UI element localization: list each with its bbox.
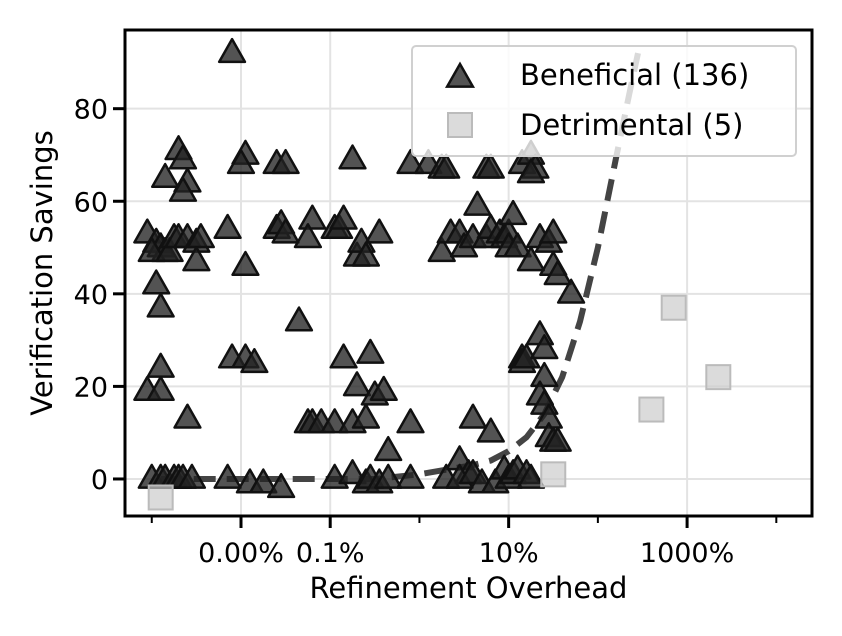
beneficial-point — [356, 338, 385, 364]
beneficial-point — [329, 343, 358, 369]
x-tick-label: 10% — [479, 538, 539, 569]
beneficial-point — [267, 472, 296, 499]
beneficial-point — [137, 236, 166, 263]
y-tick-label: 20 — [74, 372, 108, 403]
beneficial-point — [396, 463, 425, 489]
beneficial-point — [213, 213, 242, 239]
legend-label-beneficial: Beneficial (136) — [520, 58, 749, 92]
x-tick-label: 1000% — [640, 538, 734, 569]
beneficial-point — [543, 260, 572, 286]
y-tick-label: 0 — [91, 465, 108, 496]
beneficial-point — [530, 334, 559, 360]
beneficial-point — [213, 463, 242, 489]
detrimental-point — [660, 294, 687, 321]
detrimental-point — [540, 461, 567, 488]
beneficial-point — [369, 375, 398, 401]
beneficial-point — [186, 223, 215, 249]
legend: Beneficial (136) Detrimental (5) — [411, 45, 797, 157]
beneficial-point — [374, 435, 403, 462]
beneficial-point — [463, 190, 492, 216]
y-tick-label: 40 — [74, 280, 108, 311]
beneficial-point — [432, 153, 461, 179]
beneficial-point — [516, 246, 546, 272]
beneficial-point — [168, 176, 198, 202]
beneficial-point — [351, 403, 381, 429]
beneficial-point — [249, 468, 278, 494]
x-tick-label: 0.00% — [198, 538, 284, 569]
beneficial-point — [476, 153, 505, 179]
y-tick-label: 80 — [74, 95, 108, 126]
beneficial-point — [516, 463, 546, 489]
beneficial-point — [516, 158, 546, 184]
beneficial-point — [396, 148, 425, 175]
x-axis-label: Refinement Overhead — [310, 571, 628, 605]
beneficial-point — [543, 426, 572, 452]
beneficial-point — [284, 306, 314, 332]
legend-square-icon — [447, 112, 473, 138]
beneficial-point — [539, 218, 568, 244]
x-tick-label: 0.1% — [296, 538, 365, 569]
beneficial-point — [217, 37, 247, 64]
beneficial-point — [293, 223, 323, 249]
beneficial-point — [351, 241, 381, 267]
axis-ticks: 0.00% 0.1% 10% 1000% 0 20 40 60 80 — [74, 95, 778, 569]
beneficial-point — [556, 278, 586, 304]
beneficial-point — [427, 236, 456, 263]
beneficial-point — [271, 148, 300, 175]
beneficial-point — [271, 218, 300, 244]
beneficial-point — [168, 144, 198, 170]
beneficial-point — [458, 403, 488, 429]
beneficial-point — [151, 162, 180, 189]
beneficial-point — [503, 232, 532, 258]
beneficial-point — [329, 204, 358, 230]
legend-triangle-icon — [444, 61, 476, 88]
beneficial-point — [298, 204, 327, 230]
detrimental-point — [147, 484, 174, 511]
beneficial-point — [342, 371, 372, 397]
detrimental-point — [705, 364, 732, 391]
beneficial-point — [498, 199, 528, 226]
beneficial-point — [365, 218, 394, 244]
beneficial-point — [146, 375, 175, 401]
beneficial-point — [173, 403, 202, 429]
beneficial-point — [338, 144, 367, 170]
legend-box — [411, 45, 797, 157]
y-axis-label: Verification Savings — [25, 130, 59, 415]
beneficial-point — [146, 292, 175, 318]
beneficial-point — [226, 148, 256, 175]
beneficial-point — [142, 269, 171, 295]
beneficial-point — [338, 459, 367, 485]
beneficial-point — [374, 463, 403, 489]
beneficial-point — [231, 250, 260, 276]
beneficial-point — [155, 236, 184, 263]
beneficial-point — [146, 352, 175, 378]
data-points — [133, 37, 732, 511]
beneficial-point — [177, 463, 207, 489]
beneficial-point — [182, 246, 211, 272]
beneficial-point — [530, 361, 559, 388]
y-tick-label: 60 — [74, 187, 108, 218]
beneficial-point — [240, 348, 269, 374]
detrimental-point — [638, 396, 665, 423]
beneficial-point — [396, 408, 425, 434]
trend-line — [160, 52, 641, 482]
fit-line-layer — [160, 52, 641, 482]
plot-frame — [123, 28, 814, 518]
beneficial-point — [476, 417, 505, 443]
legend-label-detrimental: Detrimental (5) — [520, 108, 744, 142]
beneficial-point — [320, 408, 349, 434]
